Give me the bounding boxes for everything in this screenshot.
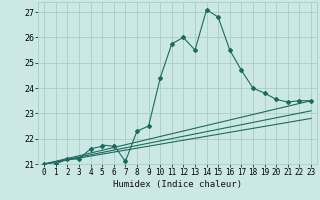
X-axis label: Humidex (Indice chaleur): Humidex (Indice chaleur) [113, 180, 242, 189]
